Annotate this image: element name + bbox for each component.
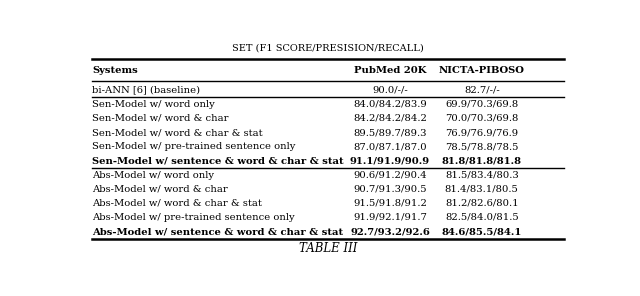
Text: 82.5/84.0/81.5: 82.5/84.0/81.5 [445,213,518,222]
Text: 91.9/92.1/91.7: 91.9/92.1/91.7 [353,213,427,222]
Text: Systems: Systems [92,66,138,75]
Text: 87.0/87.1/87.0: 87.0/87.1/87.0 [353,142,427,151]
Text: 76.9/76.9/76.9: 76.9/76.9/76.9 [445,128,518,137]
Text: 84.6/85.5/84.1: 84.6/85.5/84.1 [442,227,522,236]
Text: Abs-Model w/ sentence & word & char & stat: Abs-Model w/ sentence & word & char & st… [92,227,344,236]
Text: 92.7/93.2/92.6: 92.7/93.2/92.6 [350,227,430,236]
Text: bi-ANN [6] (baseline): bi-ANN [6] (baseline) [92,86,200,95]
Text: 81.8/81.8/81.8: 81.8/81.8/81.8 [442,156,522,165]
Text: Sen-Model w/ word & char & stat: Sen-Model w/ word & char & stat [92,128,263,137]
Text: 91.1/91.9/90.9: 91.1/91.9/90.9 [350,156,430,165]
Text: 81.2/82.6/80.1: 81.2/82.6/80.1 [445,199,518,208]
Text: NICTA-PIBOSO: NICTA-PIBOSO [439,66,525,75]
Text: Abs-Model w/ word & char & stat: Abs-Model w/ word & char & stat [92,199,262,208]
Text: 84.0/84.2/83.9: 84.0/84.2/83.9 [353,100,427,109]
Text: 84.2/84.2/84.2: 84.2/84.2/84.2 [353,114,427,123]
Text: 90.7/91.3/90.5: 90.7/91.3/90.5 [353,185,427,194]
Text: 90.0/-/-: 90.0/-/- [372,86,408,95]
Text: PubMed 20K: PubMed 20K [354,66,426,75]
Text: Sen-Model w/ word only: Sen-Model w/ word only [92,100,215,109]
Text: Abs-Model w/ pre-trained sentence only: Abs-Model w/ pre-trained sentence only [92,213,295,222]
Text: Abs-Model w/ word only: Abs-Model w/ word only [92,170,214,179]
Text: 90.6/91.2/90.4: 90.6/91.2/90.4 [353,170,427,179]
Text: 81.4/83.1/80.5: 81.4/83.1/80.5 [445,185,518,194]
Text: Sen-Model w/ sentence & word & char & stat: Sen-Model w/ sentence & word & char & st… [92,156,344,165]
Text: 82.7/-/-: 82.7/-/- [464,86,500,95]
Text: Sen-Model w/ pre-trained sentence only: Sen-Model w/ pre-trained sentence only [92,142,296,151]
Text: Abs-Model w/ word & char: Abs-Model w/ word & char [92,185,228,194]
Text: SET (F1 SCORE/PRESISION/RECALL): SET (F1 SCORE/PRESISION/RECALL) [232,44,424,52]
Text: Sen-Model w/ word & char: Sen-Model w/ word & char [92,114,229,123]
Text: 78.5/78.8/78.5: 78.5/78.8/78.5 [445,142,518,151]
Text: 89.5/89.7/89.3: 89.5/89.7/89.3 [353,128,427,137]
Text: 70.0/70.3/69.8: 70.0/70.3/69.8 [445,114,518,123]
Text: TABLE III: TABLE III [299,242,357,255]
Text: 81.5/83.4/80.3: 81.5/83.4/80.3 [445,170,518,179]
Text: 69.9/70.3/69.8: 69.9/70.3/69.8 [445,100,518,109]
Text: 91.5/91.8/91.2: 91.5/91.8/91.2 [353,199,427,208]
